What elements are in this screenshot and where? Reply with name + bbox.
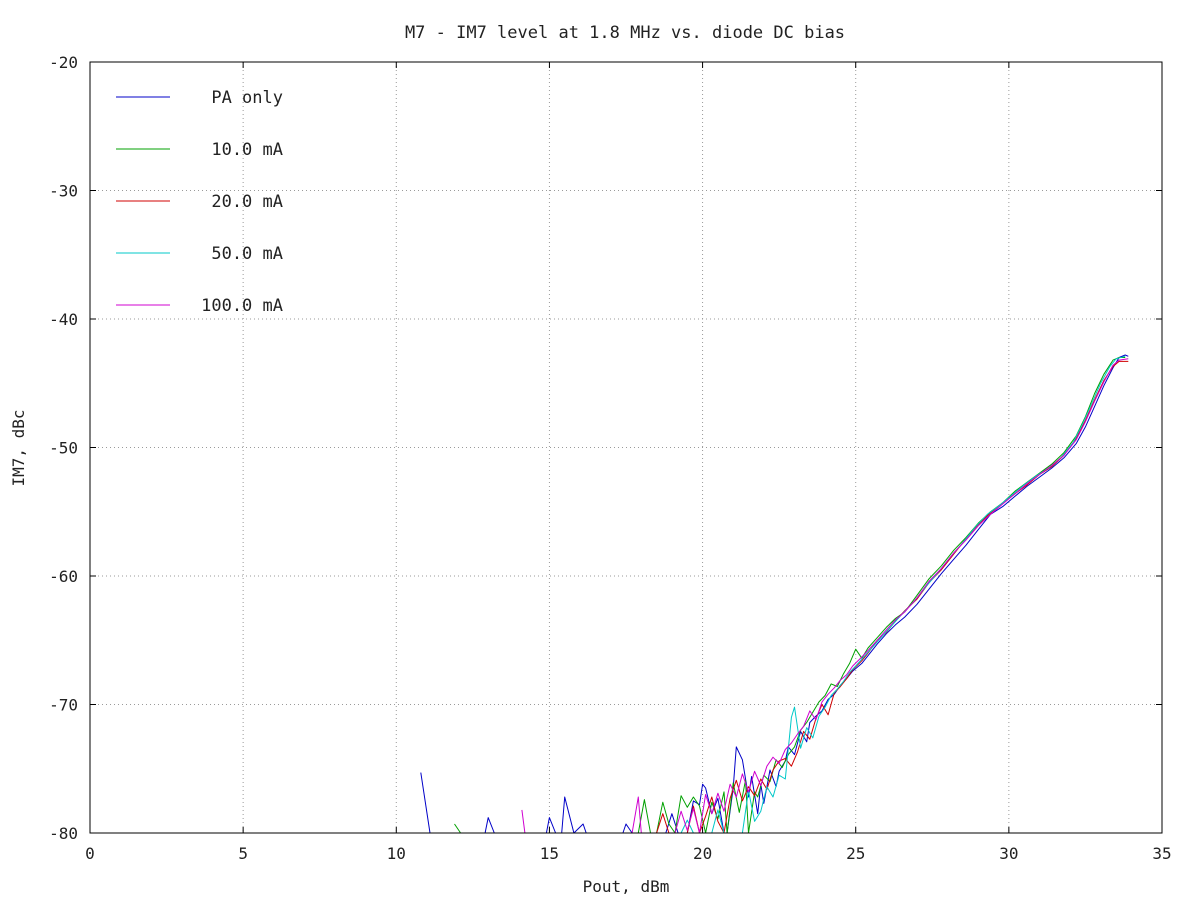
x-tick-label: 25 (846, 844, 865, 863)
series-line-0 (420, 354, 1129, 834)
y-tick-label: -60 (49, 567, 78, 586)
legend-label-1: 10.0 mA (211, 140, 283, 160)
axis-ticks: 0 5 10 15 20 25 30 35 -80 -70 -60 -50 -40 -30 -20 (49, 53, 1172, 863)
x-tick-label: 10 (387, 844, 406, 863)
legend: PA only 10.0 mA 20.0 mA 50.0 mA 100.0 mA (116, 88, 283, 316)
y-tick-label: -30 (49, 182, 78, 201)
grid (90, 62, 1162, 833)
series-line-2 (656, 360, 1129, 834)
series-line-4 (521, 358, 1129, 834)
legend-label-4: 100.0 mA (201, 296, 283, 316)
y-tick-label: -20 (49, 53, 78, 72)
legend-label-2: 20.0 mA (211, 192, 283, 212)
legend-label-0: PA only (211, 88, 283, 108)
legend-label-3: 50.0 mA (211, 244, 283, 264)
chart-title: M7 - IM7 level at 1.8 MHz vs. diode DC b… (405, 23, 845, 43)
series-line-3 (680, 355, 1126, 834)
y-tick-label: -80 (49, 824, 78, 843)
plot-series (420, 354, 1129, 834)
y-tick-label: -50 (49, 439, 78, 458)
x-tick-label: 20 (693, 844, 712, 863)
x-tick-label: 35 (1152, 844, 1171, 863)
y-axis-label: IM7, dBc (9, 409, 28, 486)
x-tick-label: 30 (999, 844, 1018, 863)
x-tick-label: 0 (85, 844, 95, 863)
y-tick-label: -40 (49, 310, 78, 329)
y-tick-label: -70 (49, 696, 78, 715)
x-axis-label: Pout, dBm (583, 877, 670, 896)
x-tick-label: 5 (238, 844, 248, 863)
series-line-1 (454, 357, 1126, 834)
x-tick-label: 15 (540, 844, 559, 863)
